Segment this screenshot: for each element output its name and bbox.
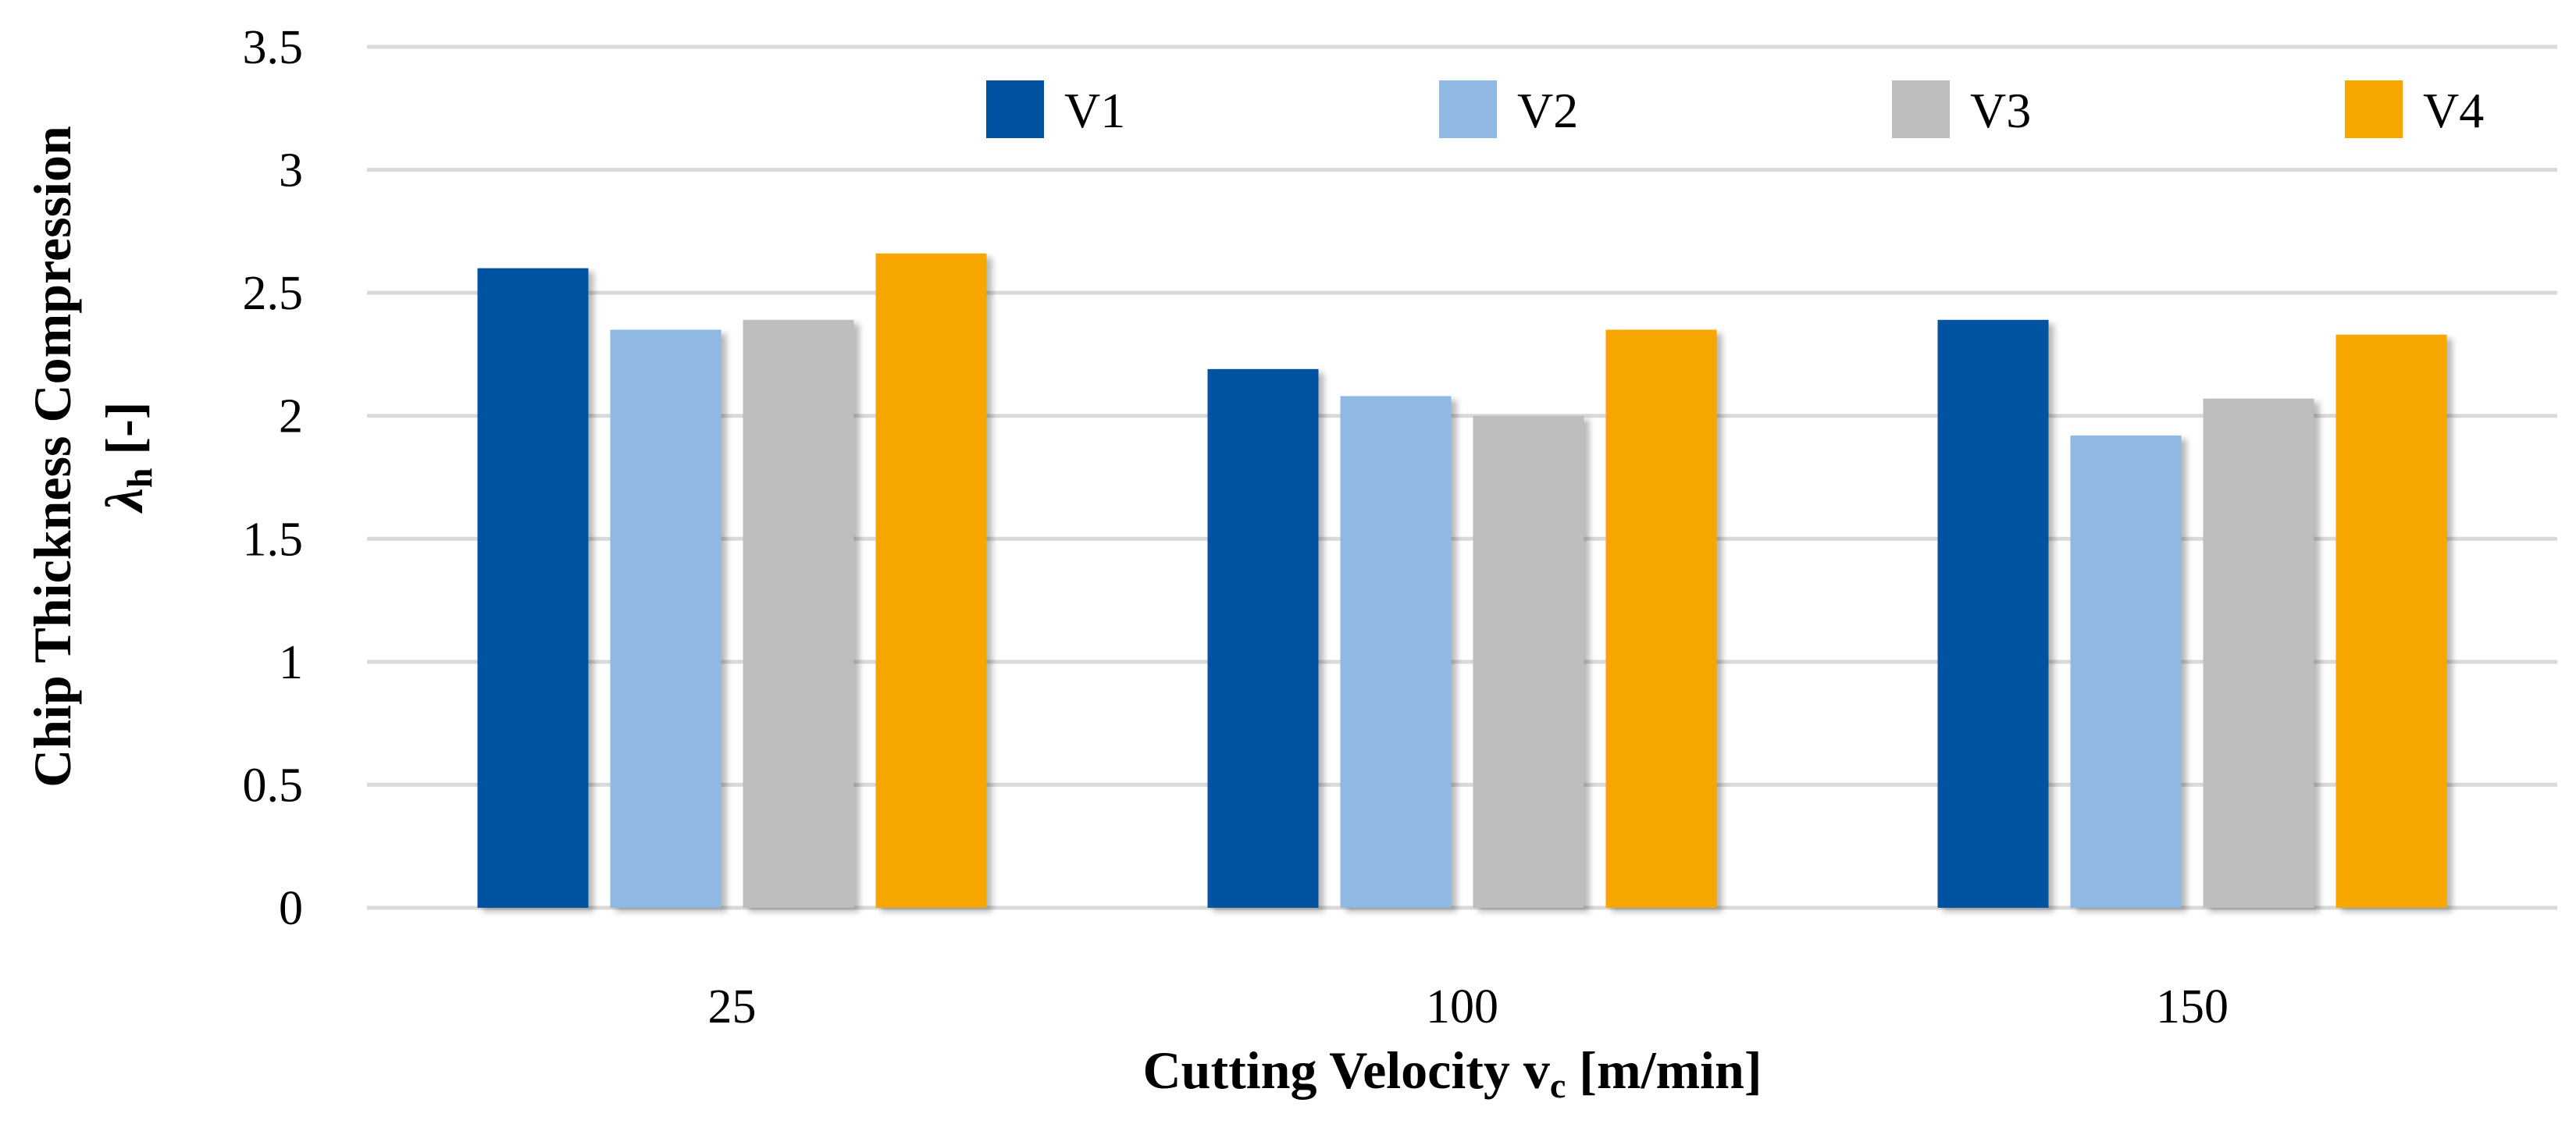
y-axis-title-line1: Chip Thickness Compression	[23, 126, 82, 788]
legend-label-v1: V1	[1064, 83, 1125, 138]
x-tick-label: 100	[1426, 980, 1498, 1033]
x-tick-label: 25	[708, 980, 757, 1033]
legend-swatch-v3	[1892, 80, 1950, 138]
bar-v2-100	[1340, 396, 1452, 908]
y-tick-label: 2	[279, 390, 303, 443]
y-tick-label: 1	[279, 636, 303, 689]
bar-v4-25	[875, 253, 987, 909]
bar-v2-150	[2070, 435, 2182, 908]
y-axis-title: Chip Thickness Compression λh [-]	[23, 126, 159, 788]
x-axis-title-main: Cutting Velocity v	[1143, 1040, 1550, 1100]
x-tick-label: 150	[2156, 980, 2229, 1033]
bar-v1-100	[1207, 368, 1319, 908]
legend: V1 V2 V3 V4	[986, 80, 2484, 138]
legend-label-v4: V4	[2423, 83, 2484, 138]
bar-v3-25	[743, 319, 854, 908]
bar-v1-150	[1937, 319, 2049, 908]
legend-swatch-v1	[986, 80, 1044, 138]
y-tick-label: 2.5	[243, 267, 304, 320]
bar-v3-100	[1473, 415, 1584, 908]
bar-v2-25	[610, 329, 721, 908]
y-axis-ticks: 0 0.5 1 1.5 2 2.5 3 3.5	[243, 21, 304, 935]
y-tick-label: 3.5	[243, 21, 304, 74]
bar-v4-100	[1605, 329, 1717, 908]
gridlines	[367, 44, 2557, 910]
y-axis-symbol: λ	[94, 488, 154, 514]
x-axis-title: Cutting Velocity vc [m/min]	[1143, 1040, 1762, 1105]
y-tick-label: 0	[279, 882, 303, 935]
bar-v4-150	[2336, 334, 2447, 908]
y-tick-label: 0.5	[243, 759, 304, 812]
y-axis-title-line2: λh [-]	[94, 402, 159, 514]
x-axis-ticks: 25 100 150	[708, 980, 2229, 1033]
legend-label-v2: V2	[1517, 83, 1578, 138]
legend-swatch-v4	[2345, 80, 2403, 138]
bar-v1-25	[477, 268, 589, 909]
y-axis-unit: [-]	[94, 402, 154, 468]
bars	[477, 253, 2447, 909]
y-tick-label: 3	[279, 144, 303, 197]
y-axis-symbol-sub: h	[119, 468, 159, 489]
bar-v3-150	[2203, 398, 2314, 908]
x-axis-title-sub: c	[1550, 1065, 1566, 1105]
x-axis-title-unit: [m/min]	[1566, 1040, 1762, 1100]
legend-swatch-v2	[1439, 80, 1497, 138]
legend-label-v3: V3	[1970, 83, 2031, 138]
y-tick-label: 1.5	[243, 513, 304, 566]
